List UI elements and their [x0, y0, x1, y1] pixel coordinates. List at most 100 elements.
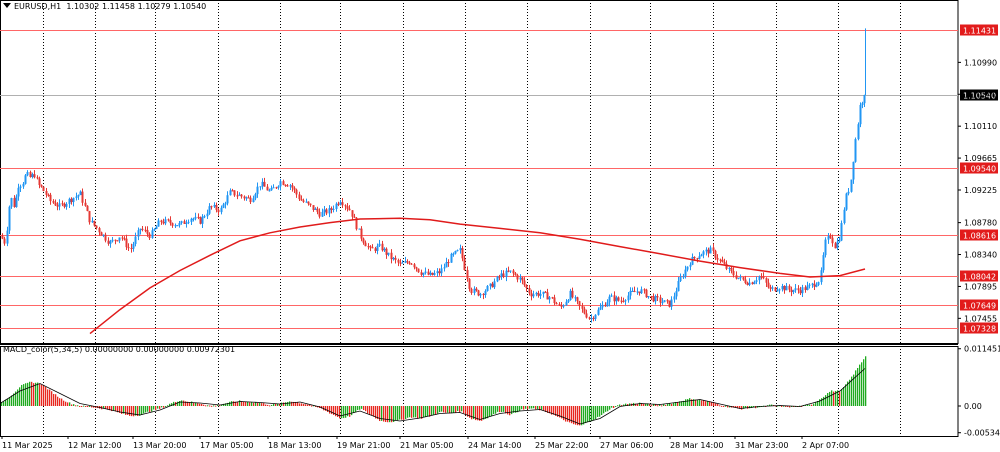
histogram-bar: [693, 399, 695, 406]
histogram-bar: [343, 406, 345, 419]
histogram-bar: [863, 359, 865, 406]
current-price-tag: [960, 89, 998, 101]
histogram-bar: [75, 405, 77, 407]
histogram-bar: [653, 404, 655, 406]
candle-body: [323, 209, 326, 212]
histogram-bar: [289, 401, 291, 406]
candle-body: [698, 256, 701, 259]
histogram-bar: [391, 406, 393, 423]
indicator-axis-label: 0.0114513: [964, 345, 1000, 354]
candle-body: [123, 238, 126, 240]
candle-body: [6, 230, 9, 244]
time-axis-label: 31 Mar 23:00: [735, 441, 788, 450]
histogram-bar: [547, 406, 549, 413]
histogram-bar: [729, 406, 731, 408]
histogram-bar: [517, 406, 519, 413]
candle-body: [114, 239, 117, 241]
candle-body: [266, 186, 269, 191]
time-axis-label: 11 Mar 2025: [2, 441, 53, 450]
candle-body: [857, 124, 860, 140]
indicator-header: MACD_color(5,34,5) 0.00000000 0.00000000…: [3, 345, 236, 354]
price-level-tag: [960, 270, 998, 282]
histogram-bar: [725, 405, 727, 407]
histogram-bar: [421, 406, 423, 419]
candle-body: [171, 223, 174, 226]
candle-body: [390, 252, 393, 260]
histogram-bar: [181, 400, 183, 406]
histogram-bar: [533, 406, 535, 409]
candle-body: [70, 198, 73, 203]
histogram-bar: [395, 406, 397, 421]
candle-body: [473, 288, 476, 293]
candle-body: [719, 259, 722, 261]
histogram-bar: [335, 406, 337, 417]
candle-body: [813, 283, 816, 287]
histogram-bar: [753, 406, 755, 408]
histogram-bar: [553, 406, 555, 415]
histogram-bar: [63, 400, 65, 406]
histogram-bar: [703, 400, 705, 406]
price-level-tag: [960, 229, 998, 241]
histogram-bar: [13, 393, 15, 406]
candle-body: [445, 262, 448, 268]
histogram-bar: [61, 398, 63, 406]
histogram-bar: [521, 406, 523, 410]
histogram-bar: [139, 406, 141, 416]
candle-body: [838, 240, 841, 242]
candle-body: [707, 249, 710, 254]
histogram-bar: [815, 401, 817, 406]
candle-body: [38, 178, 41, 185]
candle-body: [689, 264, 692, 267]
histogram-bar: [845, 384, 847, 406]
histogram-bar: [135, 406, 137, 416]
histogram-bar: [243, 401, 245, 406]
histogram-bar: [507, 406, 509, 415]
histogram-bar: [393, 406, 395, 422]
histogram-bar: [91, 406, 93, 408]
histogram-bar: [477, 406, 479, 421]
collapse-triangle-icon[interactable]: [3, 3, 11, 8]
candle-body: [622, 300, 625, 302]
histogram-bar: [861, 362, 863, 406]
histogram-bar: [557, 406, 559, 417]
ohlc-label: 1.10302 1.11458 1.10279 1.10540: [66, 2, 207, 11]
histogram-bar: [637, 403, 639, 406]
histogram-bar: [819, 399, 821, 406]
histogram-bar: [771, 404, 773, 406]
histogram-bar: [717, 403, 719, 406]
price-axis-label: 1.07895: [964, 282, 997, 291]
indicator-pane-frame: [0, 346, 959, 437]
histogram-bar: [727, 406, 729, 408]
candle-body: [808, 284, 811, 286]
histogram-bar: [129, 406, 131, 416]
histogram-bar: [425, 406, 427, 418]
candle-body: [284, 184, 287, 186]
histogram-bar: [851, 376, 853, 406]
candle-body: [206, 213, 209, 217]
histogram-bar: [435, 406, 437, 415]
candle-body: [328, 208, 331, 214]
candle-body: [519, 277, 522, 280]
histogram-bar: [555, 406, 557, 416]
histogram-bar: [325, 406, 327, 411]
price-level-tag: [960, 24, 998, 36]
histogram-bar: [411, 406, 413, 418]
candle-body: [737, 277, 740, 279]
candle-body: [824, 239, 827, 256]
histogram-bar: [849, 379, 851, 406]
histogram-bar: [83, 405, 85, 407]
histogram-bar: [119, 406, 121, 413]
candle-body: [201, 216, 204, 224]
candle-body: [194, 216, 197, 219]
candle-body: [199, 217, 202, 224]
candle-body: [360, 228, 363, 239]
candle-body: [645, 289, 648, 298]
candle-body: [700, 254, 703, 257]
candle-body: [627, 295, 630, 301]
candle-body: [381, 243, 384, 251]
histogram-bar: [785, 405, 787, 407]
histogram-bar: [285, 402, 287, 406]
candle-body: [677, 281, 680, 292]
time-axis-label: 12 Mar 12:00: [68, 441, 121, 450]
